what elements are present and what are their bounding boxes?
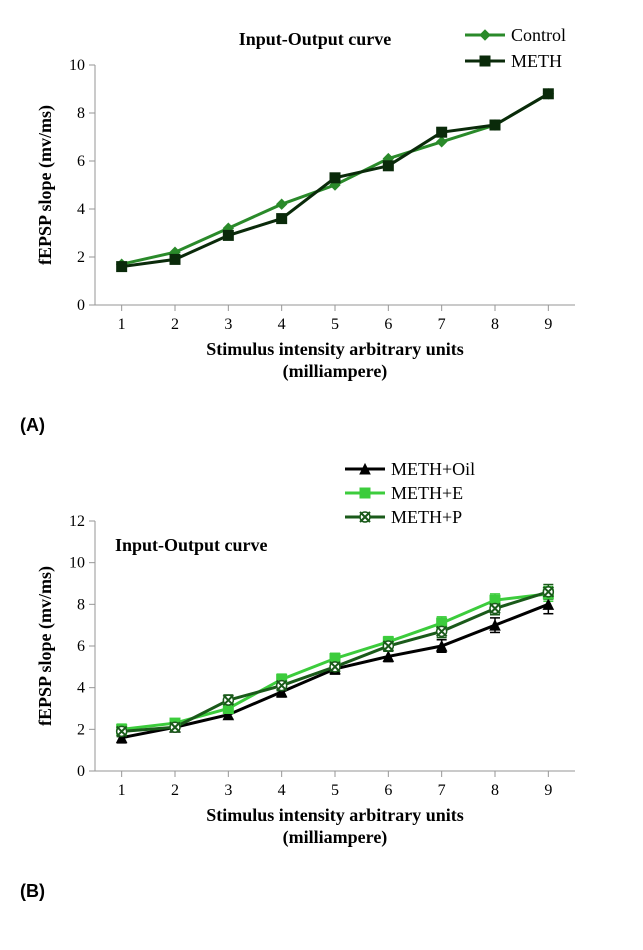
svg-text:6: 6	[77, 638, 85, 655]
svg-text:METH+E: METH+E	[391, 483, 463, 503]
svg-text:3: 3	[224, 316, 232, 333]
chart-a: 0246810123456789fEPSP slope (mv/ms)Stimu…	[15, 15, 628, 405]
svg-text:METH+Oil: METH+Oil	[391, 459, 475, 479]
svg-text:8: 8	[491, 316, 499, 333]
svg-text:Input-Output curve: Input-Output curve	[115, 535, 268, 555]
svg-text:9: 9	[544, 782, 552, 799]
svg-text:Input-Output curve: Input-Output curve	[239, 29, 392, 49]
svg-text:4: 4	[77, 680, 85, 697]
svg-text:METH+P: METH+P	[391, 507, 462, 527]
svg-text:2: 2	[171, 782, 179, 799]
svg-text:8: 8	[77, 596, 85, 613]
svg-text:Stimulus intensity arbitrary u: Stimulus intensity arbitrary units	[206, 339, 464, 359]
svg-text:METH: METH	[511, 51, 562, 71]
chart-a-container: 0246810123456789fEPSP slope (mv/ms)Stimu…	[15, 15, 628, 405]
chart-b-container: 024681012123456789fEPSP slope (mv/ms)Sti…	[15, 451, 628, 871]
svg-text:8: 8	[491, 782, 499, 799]
svg-text:2: 2	[171, 316, 179, 333]
svg-text:10: 10	[69, 57, 85, 74]
chart-b: 024681012123456789fEPSP slope (mv/ms)Sti…	[15, 451, 628, 871]
svg-text:12: 12	[69, 513, 85, 530]
svg-text:(milliampere): (milliampere)	[283, 361, 388, 382]
svg-text:Control: Control	[511, 25, 566, 45]
svg-text:0: 0	[77, 763, 85, 780]
svg-text:4: 4	[278, 782, 286, 799]
panel-a-label: (A)	[20, 415, 628, 436]
svg-text:5: 5	[331, 316, 339, 333]
svg-text:5: 5	[331, 782, 339, 799]
svg-text:1: 1	[118, 316, 126, 333]
svg-text:4: 4	[278, 316, 286, 333]
svg-text:6: 6	[384, 316, 392, 333]
svg-text:7: 7	[438, 782, 446, 799]
svg-text:6: 6	[384, 782, 392, 799]
svg-text:(milliampere): (milliampere)	[283, 827, 388, 848]
svg-text:Stimulus intensity arbitrary u: Stimulus intensity arbitrary units	[206, 805, 464, 825]
svg-text:2: 2	[77, 249, 85, 266]
svg-text:4: 4	[77, 201, 85, 218]
svg-text:6: 6	[77, 153, 85, 170]
svg-text:3: 3	[224, 782, 232, 799]
svg-text:7: 7	[438, 316, 446, 333]
svg-text:10: 10	[69, 555, 85, 572]
panel-b-label: (B)	[20, 881, 628, 902]
svg-text:9: 9	[544, 316, 552, 333]
svg-text:0: 0	[77, 297, 85, 314]
svg-text:8: 8	[77, 105, 85, 122]
svg-text:fEPSP slope (mv/ms): fEPSP slope (mv/ms)	[35, 566, 56, 726]
svg-text:2: 2	[77, 721, 85, 738]
svg-text:1: 1	[118, 782, 126, 799]
svg-text:fEPSP slope (mv/ms): fEPSP slope (mv/ms)	[35, 105, 56, 265]
